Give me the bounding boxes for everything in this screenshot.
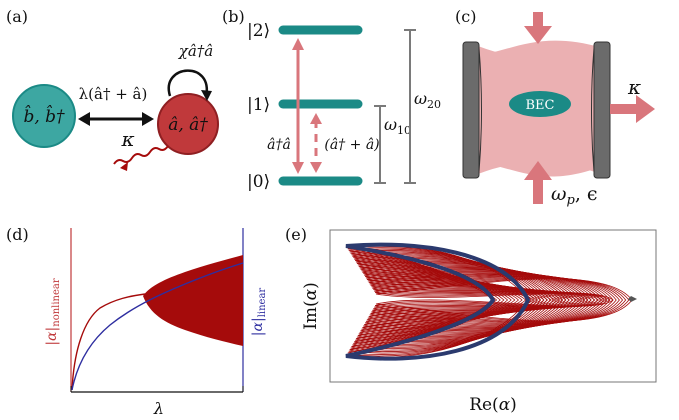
limit-cycle-outer bbox=[345, 242, 531, 361]
e-ylabel: Im(α) bbox=[301, 282, 321, 330]
w20-label: ω20 bbox=[414, 89, 441, 111]
transition-02-head-top bbox=[292, 38, 304, 50]
self-interaction-label: χâ†â bbox=[178, 42, 213, 60]
decay-label: κ bbox=[120, 127, 134, 151]
pump-arrow-top bbox=[533, 12, 543, 28]
output-arrowhead bbox=[636, 95, 655, 123]
left-mirror bbox=[462, 41, 480, 179]
d-xlabel: λ bbox=[153, 399, 164, 418]
self-interaction-loop bbox=[167, 69, 209, 98]
coupling-arrow-head-right bbox=[142, 112, 154, 126]
nonlinear-curve bbox=[71, 293, 146, 391]
panel-e: (e) Im(α) Re(α) bbox=[285, 225, 657, 415]
level-1-label: |1⟩ bbox=[247, 95, 270, 115]
w10-label: ω10 bbox=[384, 115, 411, 137]
coupling-label: λ(â† + â) bbox=[79, 85, 148, 103]
mode-a-circle bbox=[157, 93, 219, 155]
linear-curve bbox=[71, 262, 244, 391]
level-2-label: |2⟩ bbox=[247, 21, 270, 41]
transition-01-head-top bbox=[310, 113, 322, 124]
d-ylabel-right: |α|linear bbox=[250, 288, 268, 337]
decay-arrowhead bbox=[120, 162, 128, 171]
pump-arrowhead-bottom bbox=[524, 161, 552, 180]
panel-c-label: (c) bbox=[455, 7, 476, 26]
op-linear-label: (â† + â) bbox=[324, 137, 379, 153]
bec-ellipse bbox=[509, 91, 571, 117]
panel-d-label: (d) bbox=[6, 225, 29, 244]
panel-c: (c) BEC ωp, ϵ κ bbox=[455, 7, 655, 208]
panel-a: (a) b̂, b̂† â, â† λ(â† + â) χâ†â κ bbox=[6, 7, 219, 171]
panel-d: (d) λ |α|nonlinear |α|linear bbox=[6, 225, 268, 418]
panel-b: (b) |2⟩ |1⟩ |0⟩ â†â (â† + â) ω10 ω20 bbox=[222, 7, 441, 192]
transition-02-head-bottom bbox=[292, 162, 304, 174]
panel-e-label: (e) bbox=[285, 225, 307, 244]
bec-label: BEC bbox=[526, 98, 555, 113]
decay-wave bbox=[113, 145, 169, 165]
right-mirror bbox=[593, 41, 611, 179]
mode-b-circle bbox=[12, 84, 76, 148]
mode-b-label: b̂, b̂† bbox=[23, 105, 65, 127]
left-mirror-face bbox=[478, 47, 482, 173]
d-ylabel-left: |α|nonlinear bbox=[44, 278, 62, 346]
mode-a-label: â, â† bbox=[168, 115, 208, 135]
output-arrow bbox=[610, 104, 638, 114]
transition-01-head-bottom bbox=[310, 162, 322, 173]
panel-b-label: (b) bbox=[222, 7, 245, 26]
panel-a-label: (a) bbox=[6, 7, 28, 26]
self-interaction-arrowhead bbox=[201, 90, 212, 101]
pump-label: ωp, ϵ bbox=[551, 183, 598, 208]
e-xlabel: Re(α) bbox=[469, 395, 517, 415]
level-0-label: |0⟩ bbox=[247, 172, 270, 192]
right-mirror-face bbox=[591, 47, 595, 173]
fixed-point-marker bbox=[628, 296, 637, 302]
pump-arrowhead-top bbox=[524, 26, 552, 44]
trajectory-loop bbox=[375, 278, 633, 322]
bistable-region bbox=[143, 255, 243, 346]
output-kappa-label: κ bbox=[627, 75, 641, 99]
op-nonlinear-label: â†â bbox=[267, 137, 291, 153]
coupling-arrow-head-left bbox=[78, 112, 90, 126]
pump-arrow-bottom bbox=[533, 176, 543, 204]
